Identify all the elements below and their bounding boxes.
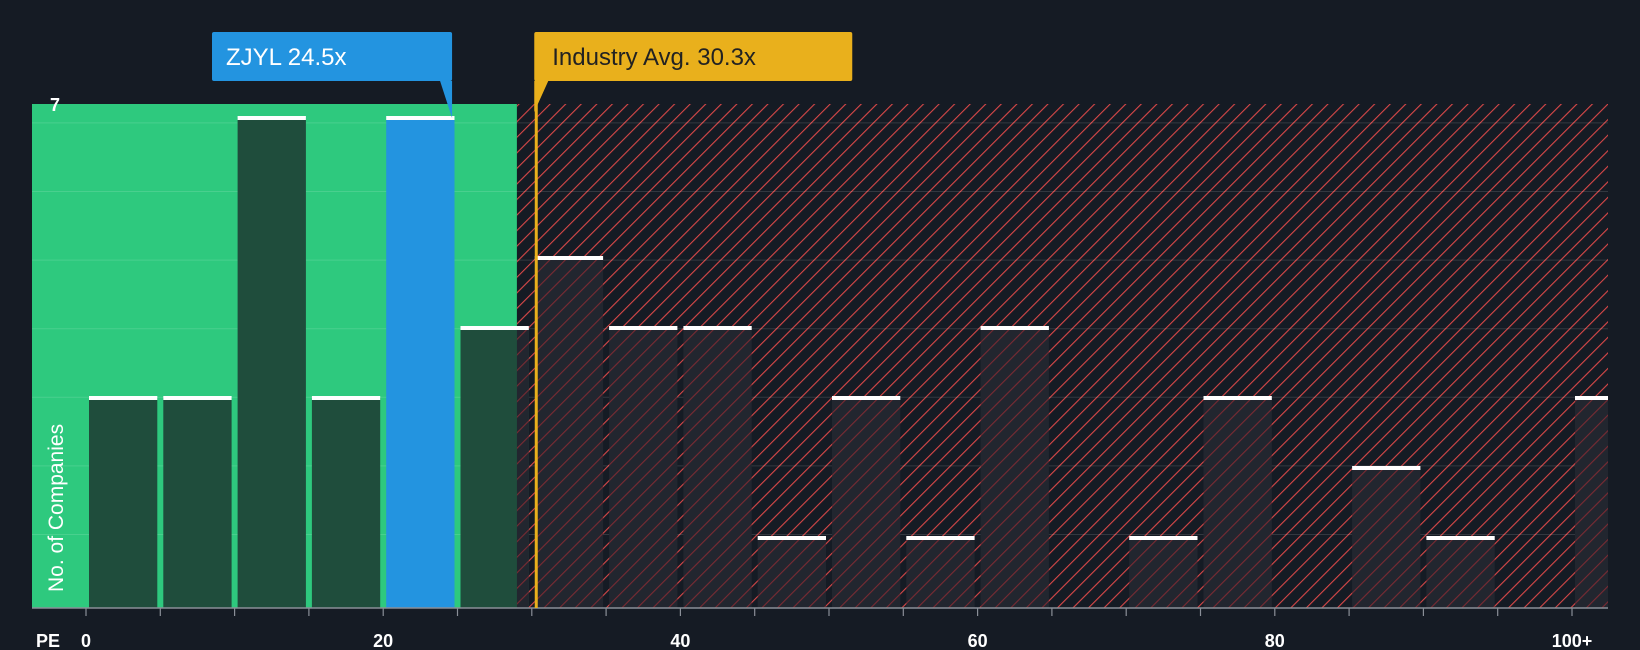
histogram-bar-cap: [163, 396, 232, 400]
histogram-bar: [609, 328, 678, 608]
histogram-bar-cap: [460, 326, 529, 330]
histogram-bar: [1426, 538, 1495, 608]
y-axis-label: No. of Companies: [45, 424, 68, 592]
histogram-bar-cap: [1352, 466, 1421, 470]
histogram-bar-cap: [1129, 536, 1198, 540]
x-tick-label: 100+: [1552, 631, 1593, 650]
histogram-bar: [89, 398, 158, 608]
histogram-bar: [1352, 468, 1421, 608]
histogram-bar: [683, 328, 752, 608]
histogram-bar-cap: [1575, 396, 1608, 400]
overvalued-zone: [516, 104, 1609, 608]
histogram-bar: [1129, 538, 1198, 608]
histogram-bar: [534, 258, 604, 608]
histogram-bar-cap: [1203, 396, 1272, 400]
histogram-bar: [237, 118, 306, 608]
histogram-bar-cap: [609, 326, 678, 330]
histogram-bar-cap: [757, 536, 826, 540]
histogram-bar: [1203, 398, 1272, 608]
histogram-bar-cap: [534, 256, 604, 260]
histogram-bar-cap: [386, 116, 455, 120]
x-tick-label: 20: [373, 631, 393, 650]
company-callout-pointer: [440, 81, 453, 118]
x-tick-label: 0: [81, 631, 91, 650]
histogram-bar-cap: [683, 326, 752, 330]
industry-callout-label: Industry Avg. 30.3x: [552, 44, 756, 71]
histogram-bar-cap: [311, 396, 381, 400]
industry-callout-pointer: [534, 81, 549, 112]
histogram-bar: [832, 398, 901, 608]
histogram-bar-cap: [237, 116, 306, 120]
histogram-bar-overflow: [516, 328, 529, 608]
x-tick-label: 80: [1265, 631, 1285, 650]
x-tick-label: 60: [968, 631, 988, 650]
y-tick-label: 7: [50, 95, 60, 115]
histogram-bar: [980, 328, 1049, 608]
histogram-bar-cap: [1426, 536, 1495, 540]
company-callout: ZJYL 24.5x: [212, 32, 453, 118]
histogram-bar-cap: [89, 396, 158, 400]
histogram-bar: [906, 538, 975, 608]
histogram-bar: [1575, 398, 1608, 608]
histogram-bar-cap: [906, 536, 975, 540]
histogram-bars: [89, 116, 1608, 608]
x-axis-title: PE: [36, 631, 60, 650]
x-tick-label: 40: [670, 631, 690, 650]
company-callout-label: ZJYL 24.5x: [226, 44, 347, 71]
industry-callout-box: [534, 32, 853, 81]
histogram-bar: [757, 538, 826, 608]
histogram-bar-highlight: [386, 118, 455, 608]
x-axis-ticks: 0 20 40 60 80 100+: [81, 608, 1592, 650]
industry-callout: Industry Avg. 30.3x: [534, 32, 853, 112]
histogram-bar-cap: [980, 326, 1049, 330]
histogram-bar-cap: [832, 396, 901, 400]
histogram-bar: [311, 398, 381, 608]
company-callout-box: [212, 32, 453, 81]
histogram-bar: [163, 398, 232, 608]
